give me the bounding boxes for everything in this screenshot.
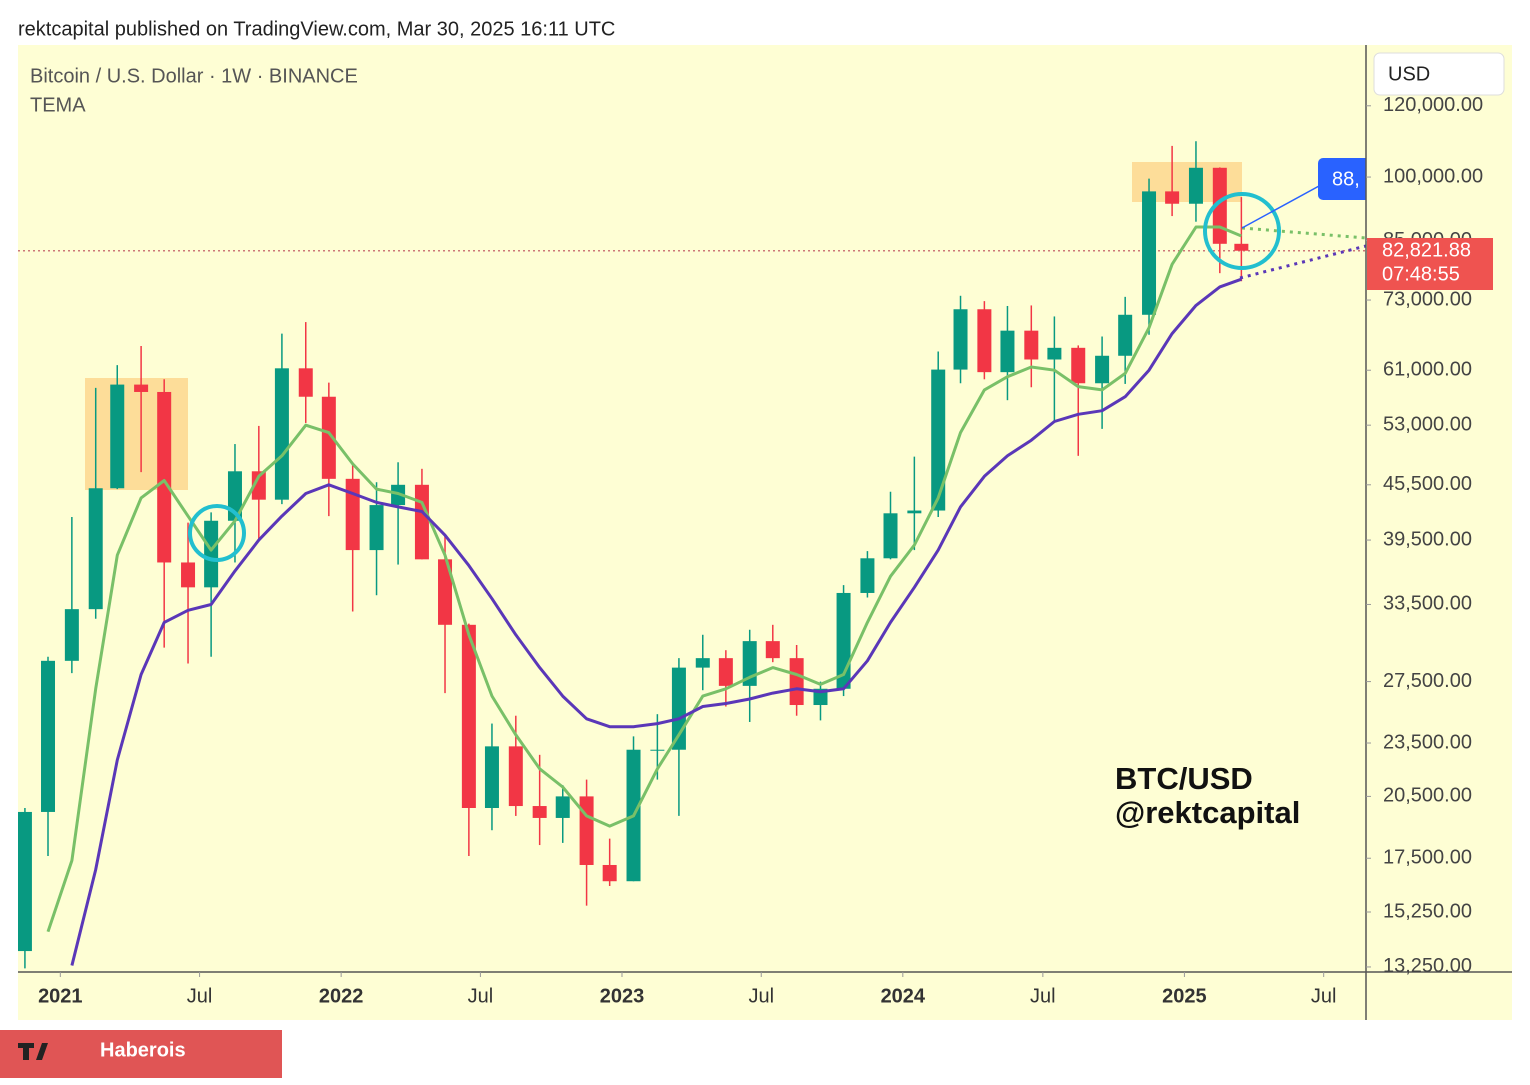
last-price-label: 82,821.88 (1382, 239, 1471, 261)
highlight-circle (188, 504, 246, 562)
candle-body (110, 384, 125, 489)
candle-body (1165, 191, 1180, 204)
watermark: Haberois (100, 1039, 186, 1061)
candle-body (157, 391, 172, 563)
currency-box[interactable] (1373, 52, 1505, 96)
candle-body (64, 609, 79, 661)
candle-body (414, 484, 429, 560)
candle-body (1212, 167, 1227, 244)
y-tick-label: 27,500.00 (1383, 670, 1472, 692)
x-tick-label: Jul (468, 985, 494, 1007)
y-tick-label: 61,000.00 (1383, 359, 1472, 381)
candle-body (251, 471, 266, 500)
candle-body (883, 513, 898, 559)
projection-line (1239, 244, 1367, 280)
countdown: 07:48:55 (1382, 263, 1460, 285)
candle-body (1095, 355, 1110, 384)
candle-body (369, 505, 384, 551)
watermark-box (0, 1030, 282, 1078)
logo (18, 1043, 48, 1060)
candle-body (18, 811, 32, 952)
candle-body (41, 660, 56, 812)
candle-body (765, 641, 780, 659)
y-tick-label: 39,500.00 (1383, 528, 1472, 550)
candle-body (1024, 330, 1039, 360)
plot-area (18, 141, 1366, 969)
x-tick-label: 2025 (1162, 985, 1207, 1007)
candle-body (1118, 314, 1133, 356)
x-tick-label: 2021 (38, 985, 83, 1007)
candle-body (813, 688, 828, 706)
candle-body (860, 558, 875, 593)
candle-body (695, 658, 710, 668)
time-axis (18, 972, 1366, 1020)
price-tag (1318, 158, 1378, 200)
y-tick-label: 100,000.00 (1383, 165, 1483, 187)
y-tick-label: 45,500.00 (1383, 473, 1472, 495)
tema-line (46, 225, 1242, 933)
y-tick-label: 33,500.00 (1383, 593, 1472, 615)
x-tick-label: 2023 (600, 985, 645, 1007)
candle-body (345, 478, 360, 551)
candle-body (789, 658, 804, 706)
x-tick-label: Jul (1030, 985, 1056, 1007)
candle-body (438, 559, 453, 625)
annotation: @rektcapital (1115, 795, 1300, 830)
candle-body (1071, 347, 1086, 384)
candle-body (484, 746, 499, 809)
candle-body (298, 368, 313, 397)
y-tick-label: 120,000.00 (1383, 94, 1483, 116)
candle-body (461, 624, 476, 809)
candle-body (1142, 191, 1157, 315)
x-tick-label: Jul (1311, 985, 1337, 1007)
annotation: BTC/USD (1115, 761, 1253, 796)
x-tick-label: 2024 (881, 985, 926, 1007)
candle-body (602, 864, 617, 882)
candle-body (953, 309, 968, 370)
price-tag-label: 88, (1332, 168, 1360, 190)
currency[interactable]: USD (1388, 63, 1430, 85)
candle-body (931, 369, 946, 511)
candle-body (650, 749, 665, 751)
x-tick-label: 2022 (319, 985, 364, 1007)
candle-body (88, 488, 103, 610)
highlight-box (85, 378, 188, 490)
y-tick-label: 23,500.00 (1383, 731, 1472, 753)
price-axis (1366, 45, 1512, 1020)
highlight-circle (1203, 192, 1281, 270)
candle-body (977, 309, 992, 373)
candle-body (579, 796, 594, 865)
y-tick-label: 15,250.00 (1383, 900, 1472, 922)
chart-title: Bitcoin / U.S. Dollar · 1W · BINANCE (30, 65, 358, 87)
candle-body (1188, 167, 1203, 204)
y-tick-label: 13,250.00 (1383, 955, 1472, 977)
candle-body (1000, 330, 1015, 373)
candle-body (532, 806, 547, 818)
y-tick-label: 53,000.00 (1383, 413, 1472, 435)
y-tick-label: 17,500.00 (1383, 847, 1472, 869)
axis-labels: 13,250.00 15,250.00 17,500.00 20,500.00 23,5… (38, 94, 1483, 1007)
candle-body (321, 396, 336, 479)
x-tick-label: Jul (748, 985, 774, 1007)
candle-body (181, 562, 196, 588)
candle-body (134, 384, 149, 392)
indicator-label: TEMA (30, 94, 86, 116)
candle-body (1234, 243, 1249, 251)
candle-body (718, 658, 733, 686)
x-tick-label: Jul (187, 985, 213, 1007)
tema-line (70, 277, 1242, 966)
publisher-line: rektcapital published on TradingView.com… (18, 18, 615, 40)
candle-body (1047, 347, 1062, 360)
candle-body (555, 796, 570, 818)
candle-body (204, 520, 219, 588)
candle-body (274, 368, 289, 500)
last-price-box (1367, 238, 1493, 290)
y-tick-label: 20,500.00 (1383, 785, 1472, 807)
candle-body (508, 746, 523, 807)
candle-body (907, 510, 922, 514)
y-tick-label: 73,000.00 (1383, 288, 1472, 310)
tag-line (1241, 179, 1331, 229)
